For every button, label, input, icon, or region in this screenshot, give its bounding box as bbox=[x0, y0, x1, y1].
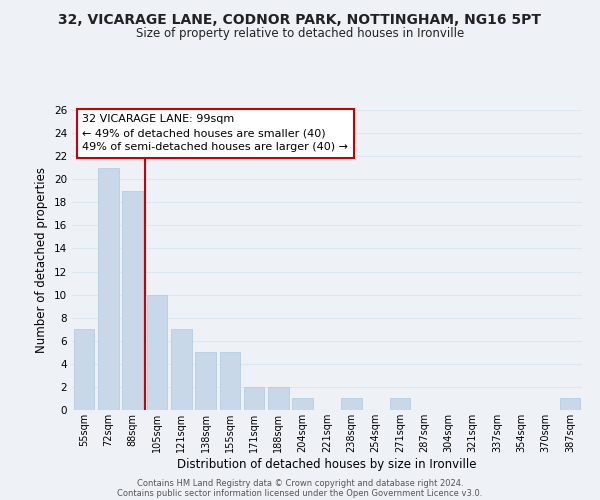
X-axis label: Distribution of detached houses by size in Ironville: Distribution of detached houses by size … bbox=[177, 458, 477, 470]
Bar bbox=[389, 398, 410, 410]
Bar bbox=[220, 352, 240, 410]
Text: Contains public sector information licensed under the Open Government Licence v3: Contains public sector information licen… bbox=[118, 488, 482, 498]
Y-axis label: Number of detached properties: Number of detached properties bbox=[35, 167, 49, 353]
Text: 32 VICARAGE LANE: 99sqm
← 49% of detached houses are smaller (40)
49% of semi-de: 32 VICARAGE LANE: 99sqm ← 49% of detache… bbox=[82, 114, 348, 152]
Bar bbox=[268, 387, 289, 410]
Text: Size of property relative to detached houses in Ironville: Size of property relative to detached ho… bbox=[136, 28, 464, 40]
Bar bbox=[244, 387, 265, 410]
Text: 32, VICARAGE LANE, CODNOR PARK, NOTTINGHAM, NG16 5PT: 32, VICARAGE LANE, CODNOR PARK, NOTTINGH… bbox=[59, 12, 542, 26]
Bar bbox=[122, 191, 143, 410]
Text: Contains HM Land Registry data © Crown copyright and database right 2024.: Contains HM Land Registry data © Crown c… bbox=[137, 478, 463, 488]
Bar bbox=[171, 329, 191, 410]
Bar bbox=[146, 294, 167, 410]
Bar bbox=[292, 398, 313, 410]
Bar bbox=[195, 352, 216, 410]
Bar bbox=[74, 329, 94, 410]
Bar bbox=[98, 168, 119, 410]
Bar bbox=[560, 398, 580, 410]
Bar bbox=[341, 398, 362, 410]
